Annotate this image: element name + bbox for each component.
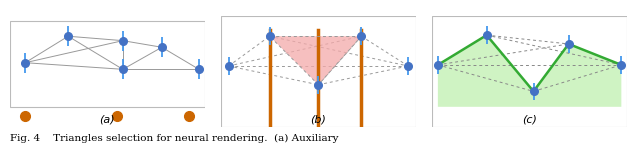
Polygon shape — [269, 36, 362, 85]
Text: (a): (a) — [99, 114, 115, 124]
Text: Fig. 4    Triangles selection for neural rendering.  (a) Auxiliary: Fig. 4 Triangles selection for neural re… — [10, 134, 338, 143]
Bar — [10, 21, 205, 107]
Text: (c): (c) — [522, 114, 537, 124]
Polygon shape — [438, 35, 621, 107]
Text: (b): (b) — [310, 114, 326, 124]
